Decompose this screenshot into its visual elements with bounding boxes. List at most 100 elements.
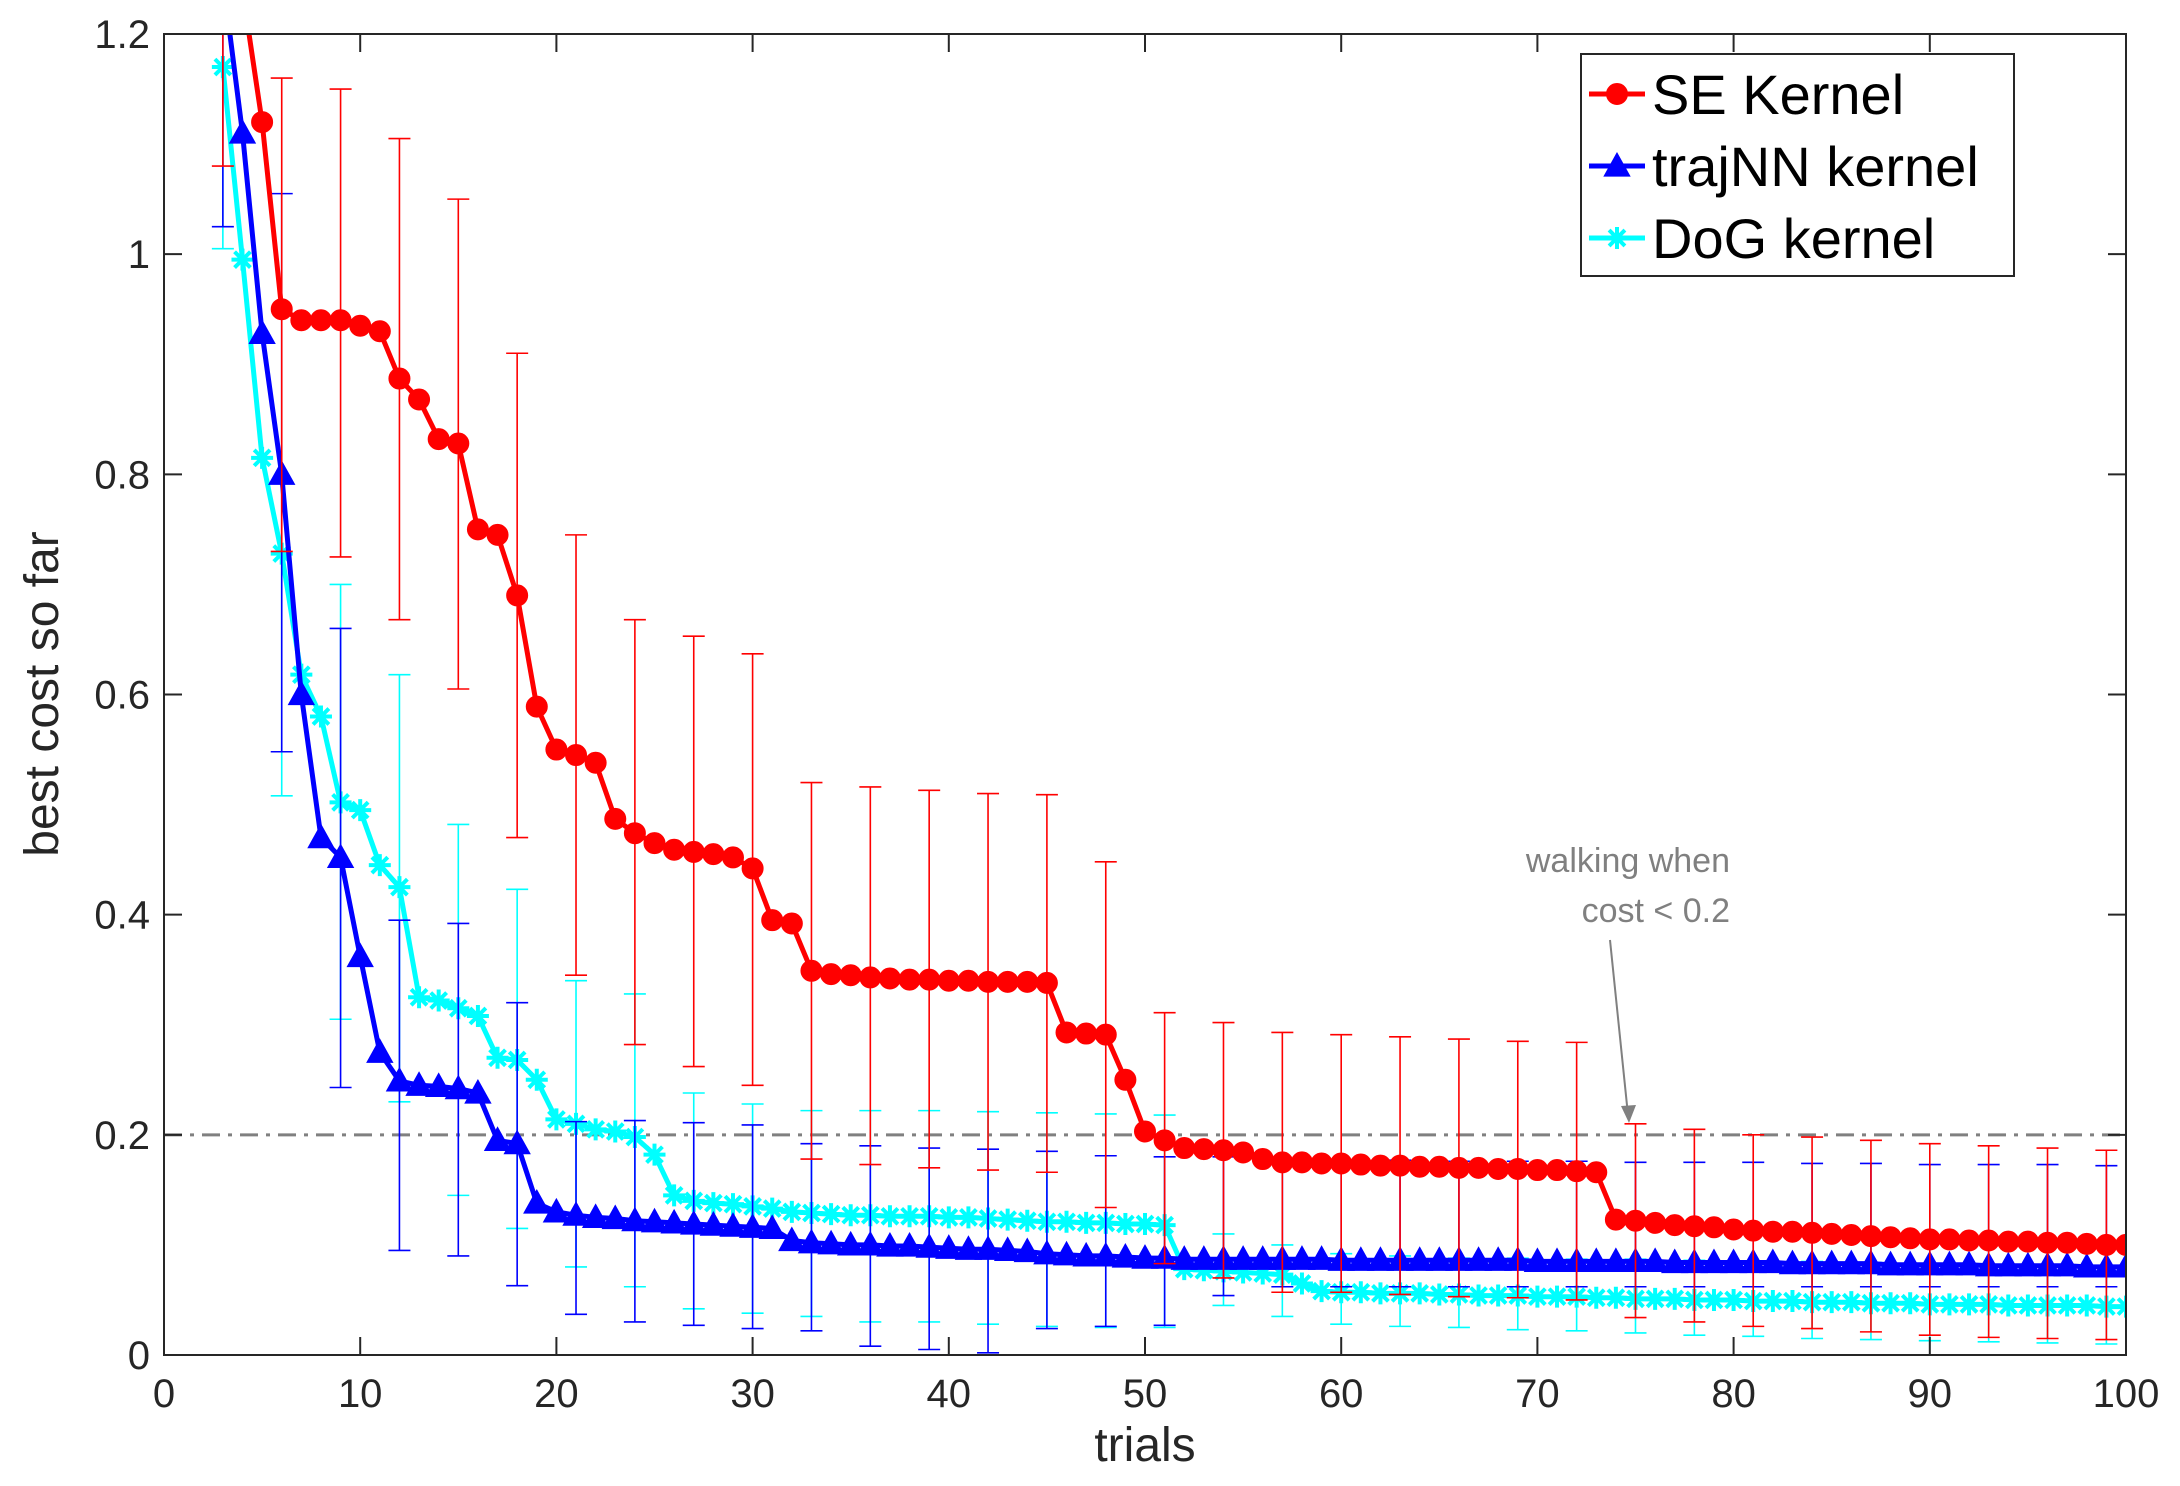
- data-point: [1876, 1250, 1905, 1276]
- data-point: [385, 1066, 414, 1092]
- data-point: [797, 1228, 826, 1254]
- data-point: [1425, 1246, 1453, 1271]
- data-point: [898, 968, 921, 991]
- data-point: [466, 1004, 489, 1027]
- data-point: [1190, 1245, 1218, 1270]
- data-point: [643, 1143, 666, 1166]
- data-point: [682, 840, 705, 863]
- data-point: [1369, 1154, 1392, 1177]
- data-point: [993, 1236, 1022, 1262]
- data-point: [2095, 1233, 2118, 1256]
- data-point: [1134, 1213, 1156, 1235]
- data-point: [545, 738, 568, 761]
- legend-label-se-kernel: SE Kernel: [1652, 63, 1904, 126]
- y-tick-label: 1: [128, 233, 150, 277]
- data-point: [778, 1226, 806, 1252]
- x-tick-label: 60: [1319, 1372, 1364, 1416]
- data-point: [758, 1214, 786, 1240]
- data-point: [820, 1203, 843, 1226]
- data-point: [326, 843, 355, 869]
- data-point: [800, 959, 823, 982]
- data-point: [447, 432, 470, 455]
- annotation-arrow-line: [1609, 939, 1629, 1116]
- data-point: [820, 963, 843, 986]
- data-point: [996, 970, 1019, 993]
- data-point: [290, 309, 313, 332]
- data-point: [2075, 1232, 2098, 1255]
- data-point: [663, 1184, 686, 1207]
- data-point: [623, 822, 646, 845]
- data-point: [1683, 1215, 1706, 1238]
- data-point: [1641, 1247, 1669, 1273]
- data-point: [1938, 1228, 1961, 1251]
- data-point: [1052, 1240, 1081, 1266]
- data-point: [1408, 1155, 1431, 1178]
- data-point: [604, 1120, 627, 1143]
- data-point: [621, 1206, 649, 1232]
- data-point: [1719, 1248, 1748, 1274]
- annotation-line-1: walking when: [1525, 842, 1730, 880]
- data-point: [1212, 1139, 1235, 1162]
- data-point: [287, 680, 316, 706]
- x-tick-label: 100: [2093, 1372, 2160, 1416]
- data-point: [660, 1208, 688, 1234]
- data-point: [1506, 1157, 1529, 1180]
- data-point: [424, 1072, 453, 1097]
- data-point: [702, 843, 725, 866]
- data-point: [584, 1118, 607, 1141]
- data-point: [1801, 1221, 1824, 1244]
- data-point: [1958, 1229, 1981, 1252]
- data-point: [1879, 1226, 1902, 1249]
- data-point: [719, 1212, 747, 1237]
- x-tick-label: 40: [927, 1372, 972, 1416]
- data-point: [663, 838, 686, 861]
- data-point: [1075, 1211, 1098, 1234]
- data-point: [2056, 1294, 2079, 1317]
- data-point: [1761, 1220, 1784, 1243]
- data-point: [1938, 1293, 1961, 1316]
- data-point: [878, 1205, 901, 1228]
- data-point: [1251, 1148, 1274, 1171]
- data-point: [388, 367, 411, 390]
- data-point: [368, 320, 391, 343]
- data-point: [309, 309, 332, 332]
- data-point: [1778, 1249, 1807, 1275]
- data-point: [974, 1235, 1002, 1260]
- data-point: [2056, 1231, 2079, 1254]
- data-point: [2036, 1231, 2059, 1254]
- data-point: [1585, 1161, 1608, 1184]
- data-point: [1820, 1291, 1843, 1314]
- data-point: [506, 584, 529, 607]
- series-trajnn-kernel: [211, 34, 2126, 1354]
- axes-layer: 0 10 20 30 40 50 60 70 80 90 100 0 0.2 0.4 0.6 0.8 1 1.2: [94, 13, 2159, 1416]
- data-point: [738, 1213, 767, 1238]
- data-point: [349, 799, 372, 822]
- data-point: [1405, 1246, 1434, 1271]
- data-point: [1837, 1249, 1866, 1275]
- data-point: [761, 909, 784, 932]
- data-point: [581, 1203, 610, 1228]
- data-point: [1546, 1285, 1569, 1308]
- data-point: [1111, 1242, 1140, 1268]
- data-point: [2016, 1230, 2039, 1253]
- data-point: [1761, 1290, 1784, 1313]
- data-point: [1249, 1245, 1277, 1270]
- data-point: [1330, 1152, 1353, 1175]
- data-point: [1389, 1154, 1412, 1177]
- data-point: [1899, 1227, 1922, 1250]
- data-point: [2016, 1294, 2039, 1317]
- data-point: [1661, 1248, 1689, 1274]
- data-point: [1840, 1291, 1863, 1314]
- data-point: [427, 428, 450, 451]
- data-point: [937, 1206, 960, 1229]
- data-point: [565, 744, 588, 767]
- data-point: [1820, 1222, 1843, 1245]
- data-point: [1016, 1209, 1039, 1232]
- data-point: [1604, 1286, 1627, 1309]
- data-point: [918, 968, 941, 991]
- data-point: [1072, 1241, 1100, 1267]
- data-point: [1232, 1141, 1255, 1164]
- series-se-kernel: [211, 34, 2126, 1341]
- data-point: [1192, 1138, 1215, 1161]
- data-point: [1408, 1282, 1431, 1305]
